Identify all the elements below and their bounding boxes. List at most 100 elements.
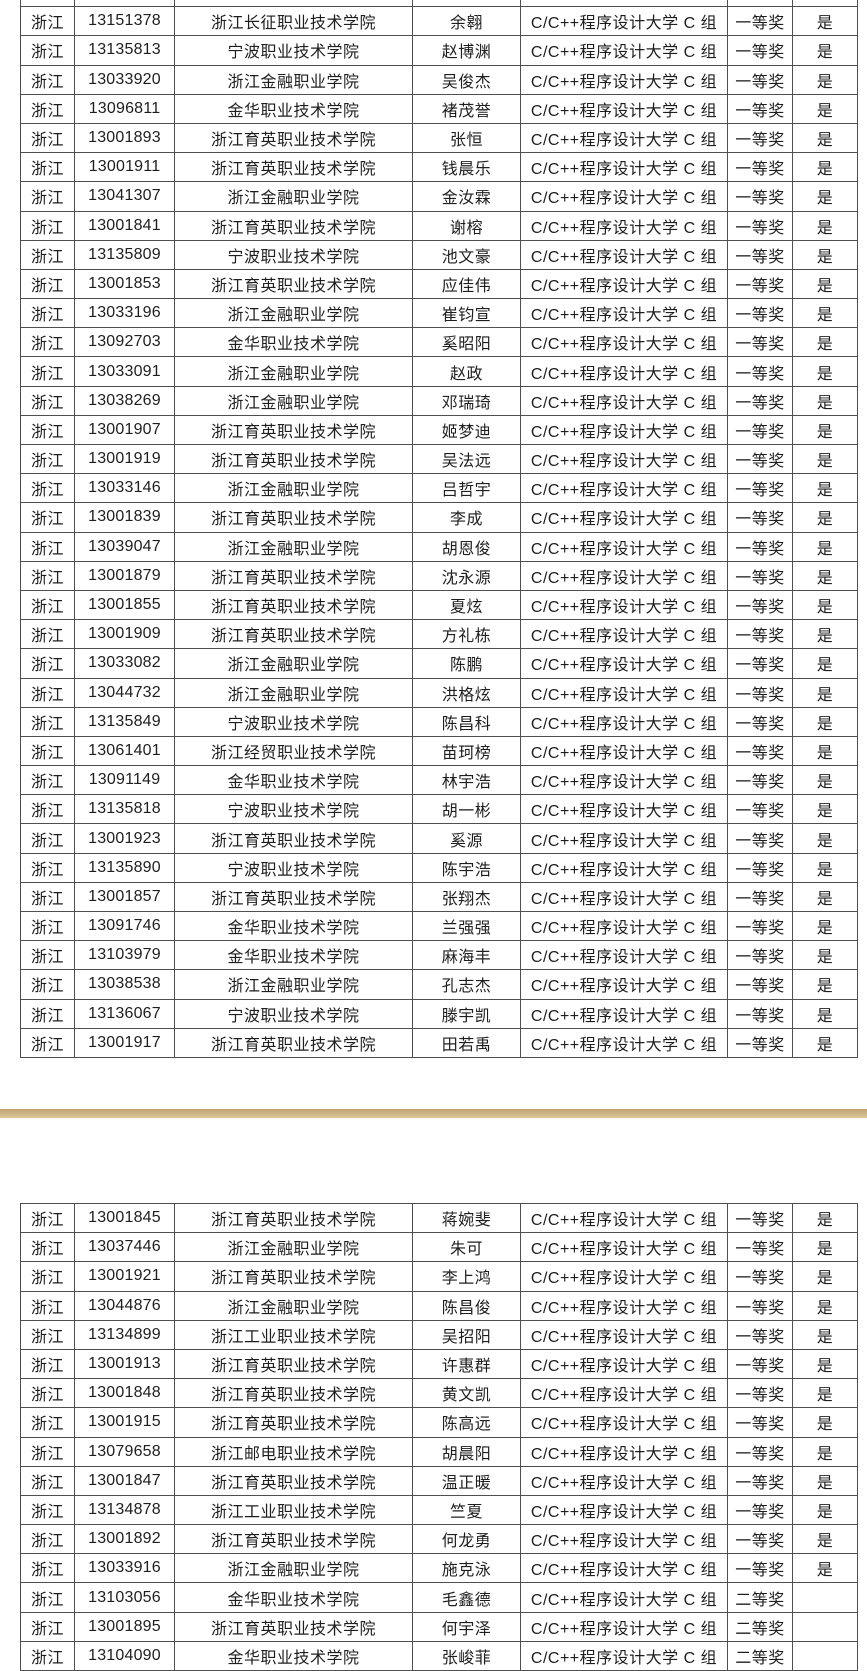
table-cell: 方礼栋 (412, 619, 521, 650)
table-cell: 陈高远 (412, 1407, 521, 1438)
table-cell: 浙江 (20, 910, 75, 942)
table-cell: 一等奖 (727, 385, 793, 416)
table-cell: 金华职业技术学院 (174, 1640, 413, 1671)
table-cell: 陈昌俊 (412, 1290, 521, 1321)
table-cell: 一等奖 (727, 152, 793, 183)
table-row: 浙江 13001919 浙江育英职业技术学院 吴法远 C/C++程序设计大学 C 组一等… (20, 443, 858, 475)
table-cell: 浙江金融职业学院 (174, 385, 413, 416)
table-cell: 一等奖 (727, 64, 793, 95)
table-row: 浙江 13044732 浙江金融职业学院 洪格炫 C/C++程序设计大学 C 组一等奖是 (20, 677, 858, 708)
table-cell: 一等奖 (727, 181, 793, 212)
table-cell: 一等奖 (727, 969, 793, 1000)
table-row: 浙江 13136067 宁波职业技术学院 滕宇凯 C/C++程序设计大学 C 组一等奖是 (20, 998, 858, 1029)
table-cell: 是 (792, 35, 858, 66)
table-cell (792, 1611, 858, 1642)
table-cell: 浙江金融职业学院 (174, 969, 413, 1000)
table-cell: 13038538 (74, 969, 175, 1000)
table-cell: 是 (792, 940, 858, 971)
table-cell: 一等奖 (727, 677, 793, 708)
table-cell: 13001855 (74, 589, 175, 621)
table-cell: 浙江育英职业技术学院 (174, 1202, 413, 1234)
table-cell: 浙江育英职业技术学院 (174, 1261, 413, 1292)
table-cell: 是 (792, 356, 858, 387)
table-cell: 13001853 (74, 268, 175, 300)
table-cell: 孔志杰 (412, 969, 521, 1000)
table-row: 浙江 13001913 浙江育英职业技术学院 许惠群 C/C++程序设计大学 C 组一等… (20, 1348, 858, 1380)
table-cell: 赵博渊 (412, 35, 521, 66)
table-cell: 一等奖 (727, 852, 793, 883)
table-row: 浙江 13001892 浙江育英职业技术学院 何龙勇 C/C++程序设计大学 C 组一等… (20, 1524, 858, 1555)
table-cell: 浙江 (20, 823, 75, 854)
table-cell: 吕哲宇 (412, 473, 521, 504)
table-cell: 李成 (412, 502, 521, 533)
table-row: 浙江 13001895 浙江育英职业技术学院 何宇泽 C/C++程序设计大学 C 组二等… (20, 1611, 858, 1642)
table-row: 浙江 13041307 浙江金融职业学院 金汝霖 C/C++程序设计大学 C 组一等奖是 (20, 181, 858, 212)
table-cell: 吴俊杰 (412, 64, 521, 95)
table-cell: 是 (792, 969, 858, 1000)
table-cell: 13001923 (74, 823, 175, 854)
table-cell: 浙江育英职业技术学院 (174, 414, 413, 446)
table-cell: 宁波职业技术学院 (174, 35, 413, 66)
table-cell: 浙江邮电职业技术学院 (174, 1436, 413, 1467)
table-cell: 13033082 (74, 648, 175, 679)
table-cell: 是 (792, 1465, 858, 1496)
table-cell: 赵政 (412, 356, 521, 387)
table-cell: C/C++程序设计大学 C 组 (520, 969, 728, 1000)
table-cell: 浙江育英职业技术学院 (174, 443, 413, 475)
table-cell: 浙江 (20, 881, 75, 913)
table-cell: 浙江 (20, 356, 75, 387)
table-cell: C/C++程序设计大学 C 组 (520, 1640, 728, 1671)
table-cell: 陈宇浩 (412, 852, 521, 883)
table-cell: 浙江金融职业学院 (174, 298, 413, 329)
table-cell: C/C++程序设计大学 C 组 (520, 852, 728, 883)
table-cell: 13044732 (74, 677, 175, 708)
award-table-page1: 浙江 13151378 浙江长征职业技术学院 余翱 C/C++程序设计大学 C 组一等奖… (20, 0, 858, 1058)
table-cell: 浙江 (20, 298, 75, 329)
table-cell: C/C++程序设计大学 C 组 (520, 1465, 728, 1496)
award-table-page1-body: 浙江 13151378 浙江长征职业技术学院 余翱 C/C++程序设计大学 C 组一等奖… (20, 0, 858, 1058)
table-cell: 兰强强 (412, 910, 521, 942)
table-cell: C/C++程序设计大学 C 组 (520, 1582, 728, 1613)
table-cell: 浙江 (20, 1465, 75, 1496)
table-cell: C/C++程序设计大学 C 组 (520, 210, 728, 241)
table-cell: 是 (792, 735, 858, 767)
table-cell: 是 (792, 648, 858, 679)
table-cell (174, 0, 413, 8)
table-cell: 一等奖 (727, 443, 793, 475)
table-cell: 一等奖 (727, 414, 793, 446)
table-cell: 何宇泽 (412, 1611, 521, 1642)
table-cell: 浙江 (20, 473, 75, 504)
table-cell: 二等奖 (727, 1611, 793, 1642)
table-row: 浙江 13134899 浙江工业职业技术学院 吴招阳 C/C++程序设计大学 C 组一等… (20, 1319, 858, 1350)
table-row: 浙江 13001879 浙江育英职业技术学院 沈永源 C/C++程序设计大学 C 组一等… (20, 560, 858, 591)
table-cell: 浙江育英职业技术学院 (174, 1348, 413, 1380)
table-cell: C/C++程序设计大学 C 组 (520, 443, 728, 475)
table-cell: 是 (792, 268, 858, 300)
table-row: 浙江 13103979 金华职业技术学院 麻海丰 C/C++程序设计大学 C 组一等奖是 (20, 940, 858, 971)
table-cell: 13037446 (74, 1232, 175, 1263)
table-cell: 是 (792, 1553, 858, 1584)
table-cell: 13041307 (74, 181, 175, 212)
table-cell: 浙江金融职业学院 (174, 356, 413, 387)
table-cell: 浙江金融职业学院 (174, 473, 413, 504)
table-cell: 13079658 (74, 1436, 175, 1467)
table-cell: C/C++程序设计大学 C 组 (520, 1611, 728, 1642)
table-cell: 13135813 (74, 35, 175, 66)
table-cell: 13103979 (74, 940, 175, 971)
table-cell: C/C++程序设计大学 C 组 (520, 940, 728, 971)
table-cell: C/C++程序设计大学 C 组 (520, 910, 728, 942)
partial-clipped-row (20, 0, 858, 8)
table-cell: 13001847 (74, 1465, 175, 1496)
table-cell: 是 (792, 1494, 858, 1526)
table-cell: 浙江 (20, 852, 75, 883)
table-cell: 浙江金融职业学院 (174, 64, 413, 95)
table-cell: 浙江育英职业技术学院 (174, 619, 413, 650)
table-cell: 一等奖 (727, 735, 793, 767)
table-cell: 浙江 (20, 1290, 75, 1321)
table-cell: C/C++程序设计大学 C 组 (520, 589, 728, 621)
table-cell: C/C++程序设计大学 C 组 (520, 677, 728, 708)
table-row: 浙江 13033916 浙江金融职业学院 施克泳 C/C++程序设计大学 C 组一等奖是 (20, 1553, 858, 1584)
table-row: 浙江 13001921 浙江育英职业技术学院 李上鸿 C/C++程序设计大学 C 组一等… (20, 1261, 858, 1292)
table-cell: 谢榕 (412, 210, 521, 241)
table-row: 浙江 13038269 浙江金融职业学院 邓瑞琦 C/C++程序设计大学 C 组一等奖是 (20, 385, 858, 416)
